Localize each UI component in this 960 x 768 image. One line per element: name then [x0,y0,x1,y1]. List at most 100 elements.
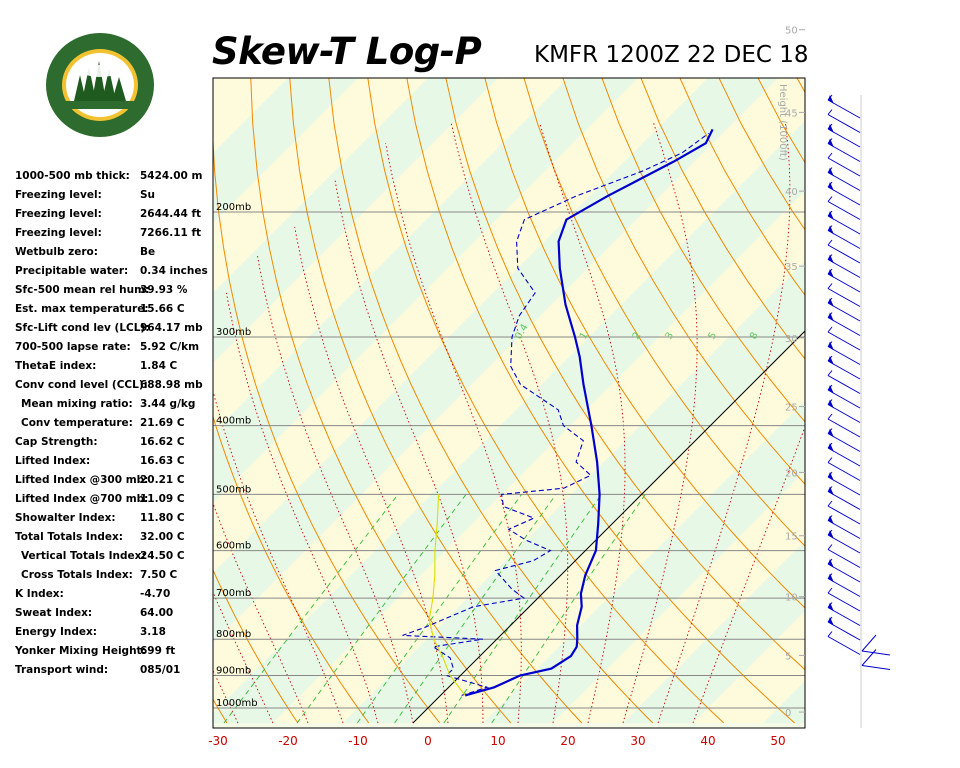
temperature-tick-label: -10 [348,734,368,748]
wind-barb [827,94,861,119]
index-row: Sweat Index: 64.00 [15,605,215,624]
wind-barb [827,471,861,496]
isotherm-band [762,681,805,724]
mixing-ratio-line [223,494,399,724]
pressure-label: 200mb [216,202,251,213]
wind-barb [827,210,861,235]
mixing-ratio-label: 1 [578,331,591,342]
index-row: Cap Strength: 16.62 C [15,434,215,453]
isotherm-band [213,121,805,724]
dry-adiabat [601,78,805,423]
index-label: Yonker Mixing Height: [15,645,146,657]
index-value: 11.80 C [140,512,185,524]
height-tick-label: 40 [785,187,798,198]
isotherm-band [552,471,805,724]
wind-barb [827,181,861,206]
index-row: Transport wind: 085/01 [15,662,215,681]
wind-barb [827,341,861,365]
chart-title: Skew-T Log-P [212,30,482,73]
height-tick-label: 5 [785,651,791,662]
isotherm-band [833,0,960,723]
pressure-label: 500mb [216,484,251,495]
index-row: Freezing level: Su [15,187,215,206]
pressure-label: 700mb [216,588,251,599]
index-label: Cap Strength: [15,436,98,448]
stability-indices-panel: 1000-500 mb thick: 5424.00 m Freezing leve… [15,168,215,681]
index-value: 5.92 C/km [140,341,200,353]
wind-barb [827,616,861,641]
temperature-tick-label: 0 [424,734,432,748]
moist-adiabat [256,255,414,724]
index-label: Lifted Index: [15,455,91,467]
height-tick-label: 35 [785,262,798,273]
temperature-tick-label: 20 [560,734,575,748]
index-value: 24.50 C [140,550,185,562]
mixing-ratio-line [356,494,522,724]
index-label: Wetbulb zero: [15,246,98,258]
isotherm-band [213,78,805,714]
index-label: Freezing level: [15,227,102,239]
wind-barb [827,544,861,568]
wind-barb [827,486,861,510]
index-label: Energy Index: [15,626,97,638]
dry-adiabat [640,78,805,360]
index-row: Lifted Index @700 mb: 11.09 C [15,491,215,510]
moist-adiabat [294,226,449,724]
wind-barb [827,123,861,148]
index-value: Be [140,246,156,258]
isotherm-band [272,191,805,724]
pressure-label: 300mb [216,327,251,338]
wind-barb [827,602,861,626]
index-value: 7.50 C [140,569,178,581]
index-value: Su [140,189,156,201]
index-value: 20.21 C [140,474,185,486]
plot-frame [212,77,806,729]
height-tick-label: 15 [785,532,798,543]
height-axis-label: Height (1000ft) [777,84,788,161]
wind-barb [827,515,861,539]
index-row: Precipitable water: 0.34 inches [15,263,215,282]
dewpoint-profile [402,132,709,696]
mixing-ratio-label: 8 [748,331,761,342]
index-row: Freezing level: 7266.11 ft [15,225,215,244]
index-row: K Index: -4.70 [15,586,215,605]
index-value: -4.70 [140,588,171,600]
wind-barb [827,558,861,583]
wind-barb [827,297,861,322]
isotherm-band [622,541,805,724]
index-row: Lifted Index: 16.63 C [15,453,215,472]
index-row: Sfc-500 mean rel hum: 39.93 % [15,282,215,301]
isotherm-band [342,261,805,724]
index-value: 21.69 C [140,417,185,429]
index-row: Energy Index: 3.18 [15,624,215,643]
index-value: 64.00 [140,607,174,619]
mixing-ratio-label: 5 [707,331,720,342]
index-row: Vertical Totals Index: 24.50 C [15,548,215,567]
wind-barb [827,384,861,409]
index-value: 5424.00 m [140,170,203,182]
height-tick-label: 0 [785,708,791,719]
index-label: Freezing level: [15,189,102,201]
pressure-label: 1000mb [216,698,258,709]
index-label: Conv temperature: [21,417,133,429]
index-value: 7266.11 ft [140,227,202,239]
wind-barb [827,167,861,191]
wind-barb [827,239,861,264]
wind-barb [827,355,861,380]
wind-barb [827,138,861,162]
wind-barb [827,268,861,293]
wind-barb [827,109,861,133]
index-label: Mean mixing ratio: [21,398,133,410]
index-value: 16.62 C [140,436,185,448]
index-label: 700-500 lapse rate: [15,341,131,353]
dry-adiabat [795,0,960,723]
index-value: 699 ft [140,645,176,657]
wind-barb [827,500,861,525]
index-label: ThetaE index: [15,360,97,372]
dry-adiabat [406,78,796,724]
index-label: Lifted Index @700 mb: [15,493,149,505]
dry-adiabat [831,0,960,723]
index-value: 3.44 g/kg [140,398,196,410]
station-time-subtitle: KMFR 1200Z 22 DEC 18 [534,42,809,68]
